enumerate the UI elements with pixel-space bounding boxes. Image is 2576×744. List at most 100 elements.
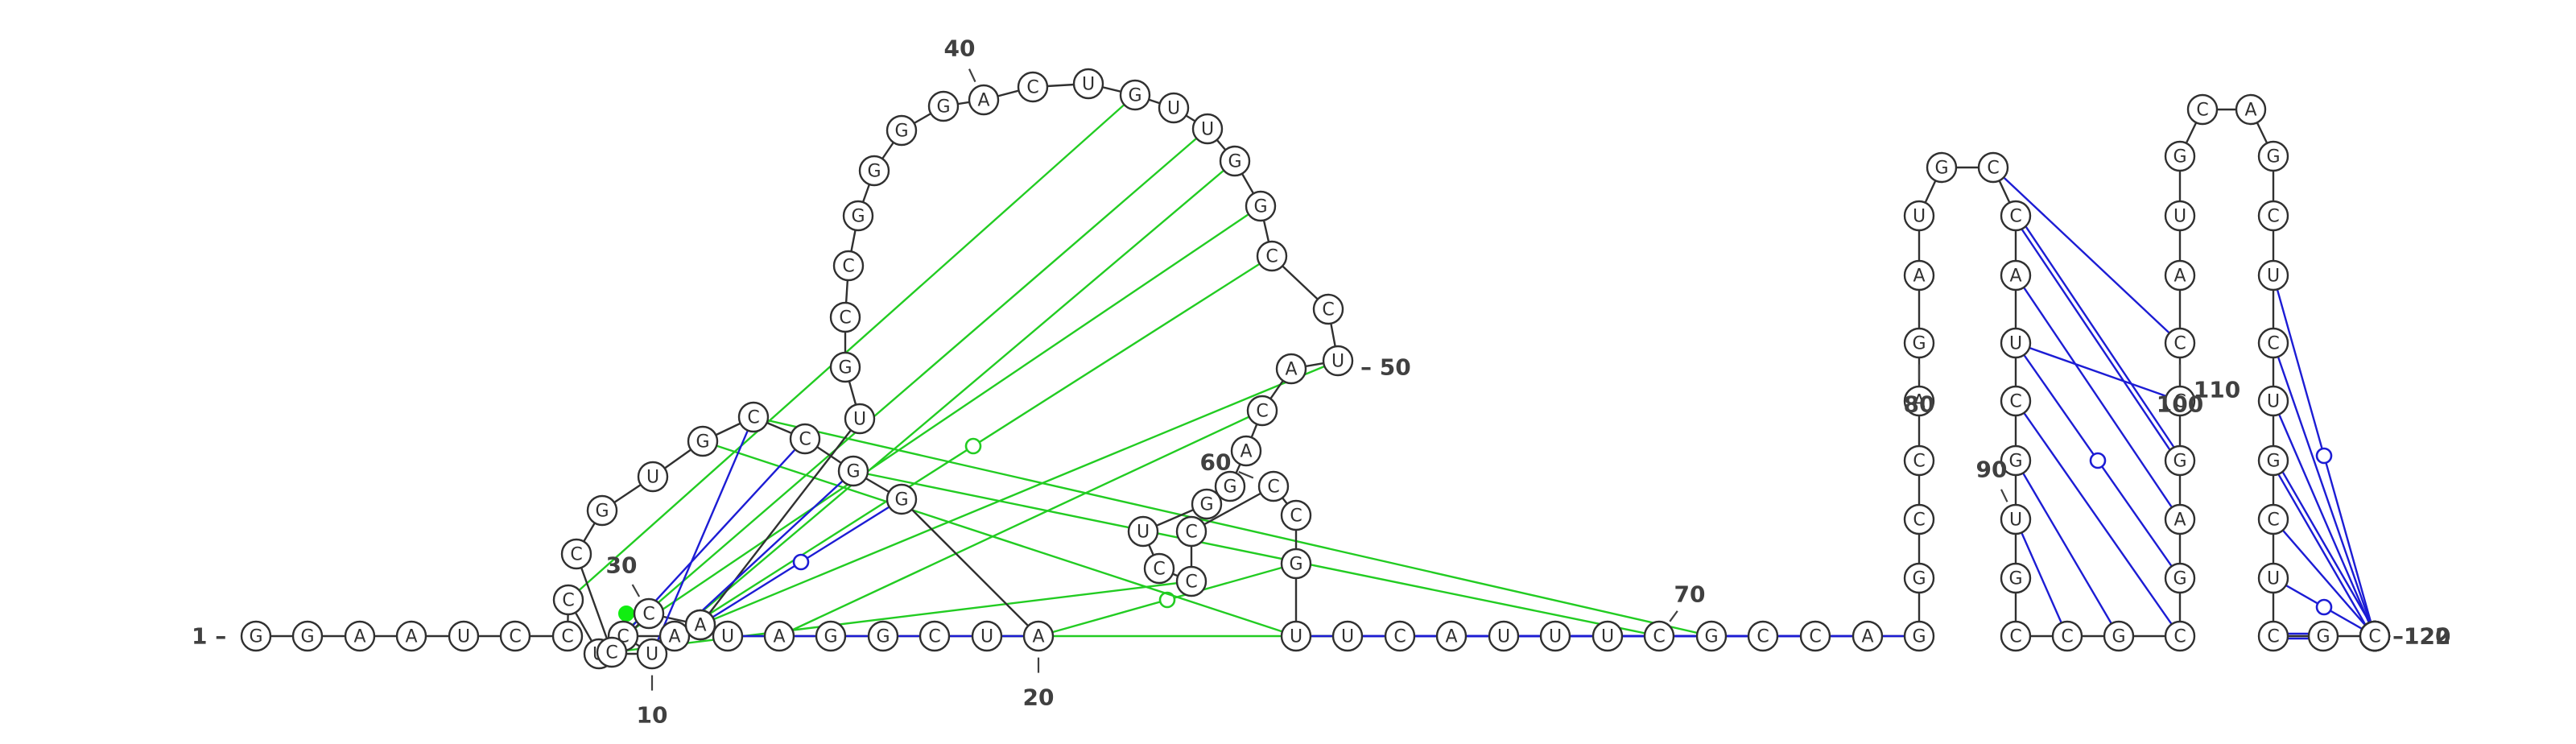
nucleotide-letter: A bbox=[694, 616, 706, 636]
nucleotide: G bbox=[2257, 444, 2289, 477]
nucleotide: G bbox=[829, 351, 861, 383]
nucleotide: C bbox=[2359, 620, 2391, 652]
nucleotide: C bbox=[2000, 385, 2032, 417]
nucleotide: A bbox=[1275, 353, 1307, 385]
nucleotide: C bbox=[2257, 327, 2289, 359]
base-pair-gu-marker bbox=[792, 553, 810, 571]
nucleotide-circle bbox=[2164, 327, 2196, 359]
nucleotide: C bbox=[737, 401, 770, 433]
nucleotide-circle bbox=[927, 90, 960, 122]
nucleotide-letter: C bbox=[2267, 207, 2279, 227]
nucleotide-circle bbox=[684, 609, 716, 641]
nucleotide-circle bbox=[499, 620, 531, 652]
nucleotide-letter: C bbox=[1809, 627, 1821, 647]
position-label: –120 bbox=[2392, 623, 2450, 650]
nucleotide-circle bbox=[2257, 327, 2289, 359]
nucleotide-circle bbox=[2257, 444, 2289, 477]
nucleotide-letter: C bbox=[2267, 627, 2279, 647]
nucleotide-letter: U bbox=[457, 627, 470, 647]
nucleotide-circle bbox=[2051, 620, 2083, 652]
nucleotide: G bbox=[240, 620, 272, 652]
nucleotide: C bbox=[2186, 93, 2219, 126]
position-label: 40 bbox=[944, 35, 976, 62]
nucleotide: C bbox=[789, 423, 821, 455]
nucleotide-circle bbox=[395, 620, 427, 652]
nucleotide-letter: C bbox=[1913, 510, 1925, 531]
nucleotide-letter: G bbox=[595, 502, 609, 522]
nucleotide: C bbox=[1175, 565, 1208, 597]
position-label: 70 bbox=[1674, 581, 1706, 608]
nucleotide-circle bbox=[1191, 113, 1224, 145]
nucleotide-letter: U bbox=[646, 468, 659, 488]
nucleotide-letter: G bbox=[249, 627, 262, 647]
nucleotide: C bbox=[2051, 620, 2083, 652]
nucleotide-circle bbox=[867, 620, 899, 652]
nucleotide-letter: A bbox=[1913, 267, 1925, 287]
nucleotide-letter: C bbox=[1757, 627, 1769, 647]
nucleotide: C bbox=[1747, 620, 1779, 652]
nucleotide-letter: G bbox=[1199, 495, 1213, 515]
base-pair-au bbox=[2029, 346, 2167, 398]
nucleotide: G bbox=[1903, 327, 1935, 359]
base-pair-gu-marker bbox=[2315, 598, 2333, 616]
nucleotide-letter: G bbox=[2173, 147, 2186, 167]
nucleotide-circle bbox=[1127, 515, 1159, 548]
nucleotide: A bbox=[2235, 93, 2267, 126]
nucleotide: A bbox=[1022, 620, 1055, 652]
backbone-segment bbox=[901, 498, 1039, 637]
nucleotide-letter: A bbox=[1032, 627, 1044, 647]
nucleotide-letter: C bbox=[2009, 392, 2021, 412]
nucleotide-letter: C bbox=[1393, 627, 1406, 647]
nucleotide-letter: C bbox=[642, 605, 654, 625]
nucleotide-circle bbox=[971, 620, 1003, 652]
tertiary-interaction bbox=[702, 440, 1297, 638]
nucleotide-letter: C bbox=[1185, 572, 1197, 593]
nucleotide-letter: U bbox=[646, 645, 658, 665]
nucleotide-circle bbox=[1312, 293, 1344, 325]
nucleotide: U bbox=[1127, 515, 1159, 548]
nucleotide-circle bbox=[837, 455, 869, 487]
nucleotide-letter: C bbox=[2174, 627, 2186, 647]
nucleotide-circle bbox=[1926, 151, 1958, 184]
nucleotide-letter: G bbox=[1934, 159, 1948, 179]
nucleotide-circle bbox=[2257, 620, 2289, 652]
nucleotide: C bbox=[1280, 499, 1312, 531]
nucleotide-circle bbox=[560, 538, 592, 570]
tertiary-interaction bbox=[778, 409, 1263, 638]
nucleotide: G bbox=[1903, 562, 1935, 594]
tertiary-interaction-marker-filled bbox=[618, 606, 634, 622]
nucleotide-letter: C bbox=[1026, 78, 1038, 98]
nucleotide-letter: G bbox=[824, 627, 837, 647]
nucleotide-circle bbox=[552, 584, 584, 616]
nucleotide-letter: G bbox=[2266, 147, 2280, 167]
nucleotide-circle bbox=[1256, 240, 1288, 272]
nucleotide: U bbox=[448, 620, 480, 652]
nucleotide-letter: A bbox=[1240, 442, 1252, 462]
position-label: 80 bbox=[1904, 391, 1935, 418]
nucleotide-circle bbox=[2164, 503, 2196, 535]
nucleotide: A bbox=[1852, 620, 1884, 652]
nucleotide-circle bbox=[2257, 140, 2289, 172]
nucleotide-letter: G bbox=[1223, 477, 1236, 498]
nucleotide-letter: C bbox=[509, 627, 521, 647]
nucleotide: G bbox=[1903, 620, 1935, 652]
nucleotide: C bbox=[919, 620, 951, 652]
nucleotide-letter: U bbox=[853, 410, 866, 430]
nucleotide-circle bbox=[968, 84, 1000, 116]
nucleotide: A bbox=[658, 620, 691, 652]
nucleotide-letter: C bbox=[605, 643, 617, 663]
nucleotide: G bbox=[2000, 562, 2032, 594]
nucleotide: U bbox=[1072, 68, 1104, 100]
nucleotide: G bbox=[2164, 562, 2196, 594]
nucleotide-letter: A bbox=[1913, 392, 1925, 412]
nucleotide: A bbox=[684, 609, 716, 641]
nucleotide-circle bbox=[2103, 620, 2135, 652]
nucleotide: C bbox=[1246, 395, 1278, 427]
nucleotide: C bbox=[1175, 515, 1208, 548]
nucleotide: G bbox=[1245, 190, 1277, 222]
nucleotide-letter: C bbox=[2267, 334, 2279, 354]
nucleotide: G bbox=[2257, 140, 2289, 172]
nucleotide-circle bbox=[1246, 395, 1278, 427]
nucleotide: G bbox=[2103, 620, 2135, 652]
nucleotide: A bbox=[1435, 620, 1468, 652]
